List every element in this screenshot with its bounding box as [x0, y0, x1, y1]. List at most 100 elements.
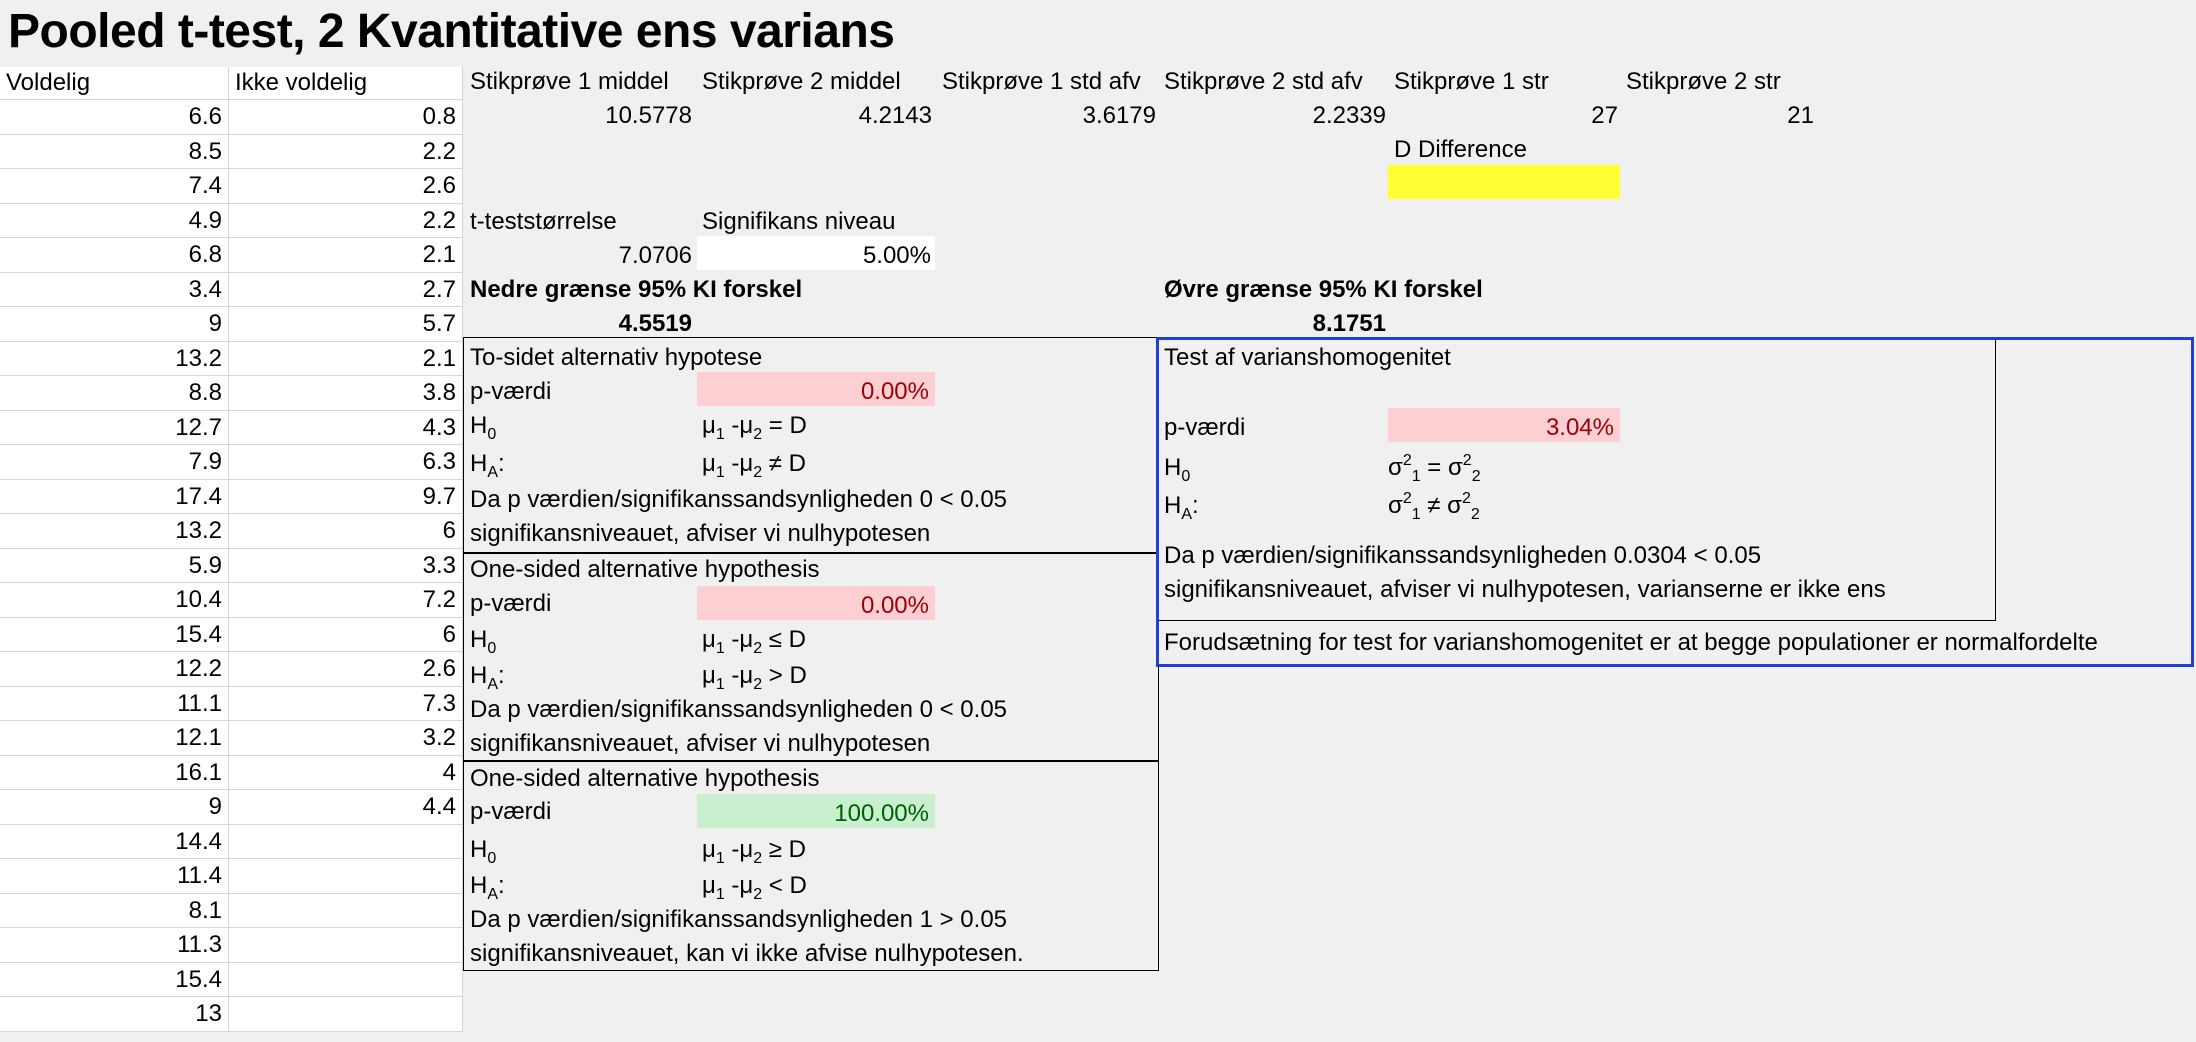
t-stat-label: t-teststørrelse: [470, 208, 617, 235]
voldelig-cell[interactable]: 14.4: [0, 824, 229, 859]
ikke-voldelig-cell[interactable]: 6.3: [229, 445, 463, 480]
voldelig-cell[interactable]: 13.2: [0, 514, 229, 549]
sd1-label: Stikprøve 1 std afv: [942, 68, 1141, 95]
voldelig-cell[interactable]: 8.5: [0, 134, 229, 169]
ikke-voldelig-cell[interactable]: 2.7: [229, 272, 463, 307]
ikke-voldelig-cell[interactable]: [229, 962, 463, 997]
variance-test-heading: Test af varianshomogenitet: [1164, 344, 1451, 371]
ci-upper-value[interactable]: 8.1751: [1312, 310, 1386, 337]
ikke-voldelig-cell[interactable]: [229, 893, 463, 928]
ikke-voldelig-cell[interactable]: 4.3: [229, 410, 463, 445]
one-sided-2-p-cell[interactable]: 100.00%: [697, 794, 935, 828]
mean2-label: Stikprøve 2 middel: [702, 68, 901, 95]
one-sided-2-ha-label: HA:: [470, 872, 505, 903]
voldelig-cell[interactable]: 11.3: [0, 928, 229, 963]
one-sided-1-conclusion-1: Da p værdien/signifikanssandsynligheden …: [470, 696, 1008, 723]
variance-h0-label: H0: [1164, 454, 1191, 485]
ikke-voldelig-cell[interactable]: 2.6: [229, 652, 463, 687]
voldelig-cell[interactable]: 17.4: [0, 479, 229, 514]
one-sided-2-p-label: p-værdi: [470, 798, 552, 825]
two-sided-conclusion-1: Da p værdien/signifikanssandsynligheden …: [470, 486, 1008, 513]
voldelig-cell[interactable]: 10.4: [0, 583, 229, 618]
ikke-voldelig-cell[interactable]: 4: [229, 755, 463, 790]
ikke-voldelig-cell[interactable]: [229, 859, 463, 894]
sd1-value[interactable]: 3.6179: [1082, 102, 1156, 129]
ikke-voldelig-cell[interactable]: 7.3: [229, 686, 463, 721]
voldelig-cell[interactable]: 11.4: [0, 859, 229, 894]
ci-upper-label: Øvre grænse 95% KI forskel: [1164, 276, 1483, 303]
ikke-voldelig-cell[interactable]: 9.7: [229, 479, 463, 514]
n1-value[interactable]: 27: [1591, 102, 1618, 129]
voldelig-cell[interactable]: 8.1: [0, 893, 229, 928]
d-difference-label: D Difference: [1394, 136, 1527, 163]
ikke-voldelig-cell[interactable]: 7.2: [229, 583, 463, 618]
voldelig-cell[interactable]: 8.8: [0, 376, 229, 411]
voldelig-cell[interactable]: 16.1: [0, 755, 229, 790]
two-sided-h0-label: H0: [470, 412, 497, 443]
two-sided-p-value: 0.00%: [860, 378, 929, 405]
variance-ha-expr: σ21 ≠ σ22: [1388, 490, 1480, 523]
ikke-voldelig-cell[interactable]: 0.8: [229, 100, 463, 135]
ci-lower-value[interactable]: 4.5519: [618, 310, 692, 337]
voldelig-cell[interactable]: 9: [0, 790, 229, 825]
column-header-ikke-voldelig[interactable]: Ikke voldelig: [229, 67, 463, 100]
ikke-voldelig-cell[interactable]: 3.2: [229, 721, 463, 756]
mean2-value[interactable]: 4.2143: [858, 102, 932, 129]
ikke-voldelig-cell[interactable]: 6: [229, 514, 463, 549]
t-stat-value[interactable]: 7.0706: [618, 242, 692, 269]
column-header-voldelig[interactable]: Voldelig: [0, 67, 229, 100]
voldelig-cell[interactable]: 6.8: [0, 238, 229, 273]
n2-label: Stikprøve 2 str: [1626, 68, 1781, 95]
ikke-voldelig-cell[interactable]: [229, 824, 463, 859]
d-difference-input[interactable]: [1388, 165, 1620, 199]
ikke-voldelig-cell[interactable]: 3.3: [229, 548, 463, 583]
voldelig-cell[interactable]: 15.4: [0, 617, 229, 652]
variance-ha-label: HA:: [1164, 492, 1199, 523]
voldelig-cell[interactable]: 15.4: [0, 962, 229, 997]
voldelig-cell[interactable]: 7.4: [0, 169, 229, 204]
n2-value[interactable]: 21: [1787, 102, 1814, 129]
one-sided-2-conclusion-2: signifikansniveauet, kan vi ikke afvise …: [470, 940, 1024, 967]
column-voldelig: Voldelig 6.6 8.5 7.4 4.9 6.8 3.4 9 13.2 8.8 12.7 7…: [0, 67, 229, 1032]
sd2-value[interactable]: 2.2339: [1312, 102, 1386, 129]
alpha-input[interactable]: 5.00%: [697, 236, 935, 270]
voldelig-cell[interactable]: 5.9: [0, 548, 229, 583]
variance-p-cell[interactable]: 3.04%: [1388, 408, 1620, 442]
one-sided-1-p-cell[interactable]: 0.00%: [697, 586, 935, 620]
voldelig-cell[interactable]: 12.2: [0, 652, 229, 687]
one-sided-1-ha-label: HA:: [470, 662, 505, 693]
voldelig-cell[interactable]: 7.9: [0, 445, 229, 480]
ikke-voldelig-cell[interactable]: 4.4: [229, 790, 463, 825]
ikke-voldelig-cell[interactable]: [229, 997, 463, 1032]
mean1-label: Stikprøve 1 middel: [470, 68, 669, 95]
one-sided-1-conclusion-2: signifikansniveauet, afviser vi nulhypot…: [470, 730, 931, 757]
ikke-voldelig-cell[interactable]: 2.1: [229, 341, 463, 376]
voldelig-cell[interactable]: 13: [0, 997, 229, 1032]
ikke-voldelig-cell[interactable]: 2.2: [229, 203, 463, 238]
voldelig-cell[interactable]: 4.9: [0, 203, 229, 238]
one-sided-1-p-label: p-værdi: [470, 590, 552, 617]
variance-conclusion-2: signifikansniveauet, afviser vi nulhypot…: [1164, 576, 1886, 603]
ikke-voldelig-cell[interactable]: 2.2: [229, 134, 463, 169]
voldelig-cell[interactable]: 3.4: [0, 272, 229, 307]
two-sided-heading: To-sidet alternativ hypotese: [470, 344, 763, 371]
ikke-voldelig-cell[interactable]: 2.6: [229, 169, 463, 204]
voldelig-cell[interactable]: 12.7: [0, 410, 229, 445]
voldelig-cell[interactable]: 9: [0, 307, 229, 342]
variance-p-label: p-værdi: [1164, 414, 1246, 441]
voldelig-cell[interactable]: 13.2: [0, 341, 229, 376]
voldelig-cell[interactable]: 11.1: [0, 686, 229, 721]
ikke-voldelig-cell[interactable]: 5.7: [229, 307, 463, 342]
ikke-voldelig-cell[interactable]: 2.1: [229, 238, 463, 273]
ikke-voldelig-cell[interactable]: 3.8: [229, 376, 463, 411]
one-sided-2-h0-label: H0: [470, 836, 497, 867]
one-sided-2-heading: One-sided alternative hypothesis: [470, 765, 820, 792]
one-sided-1-h0-expr: μ1 -μ2 ≤ D: [702, 626, 806, 657]
two-sided-p-cell[interactable]: 0.00%: [697, 372, 935, 406]
ikke-voldelig-cell[interactable]: 6: [229, 617, 463, 652]
column-ikke-voldelig: Ikke voldelig 0.8 2.2 2.6 2.2 2.1 2.7 5.7 2.1 3.…: [229, 67, 463, 1032]
voldelig-cell[interactable]: 12.1: [0, 721, 229, 756]
ikke-voldelig-cell[interactable]: [229, 928, 463, 963]
mean1-value[interactable]: 10.5778: [605, 102, 692, 129]
voldelig-cell[interactable]: 6.6: [0, 100, 229, 135]
